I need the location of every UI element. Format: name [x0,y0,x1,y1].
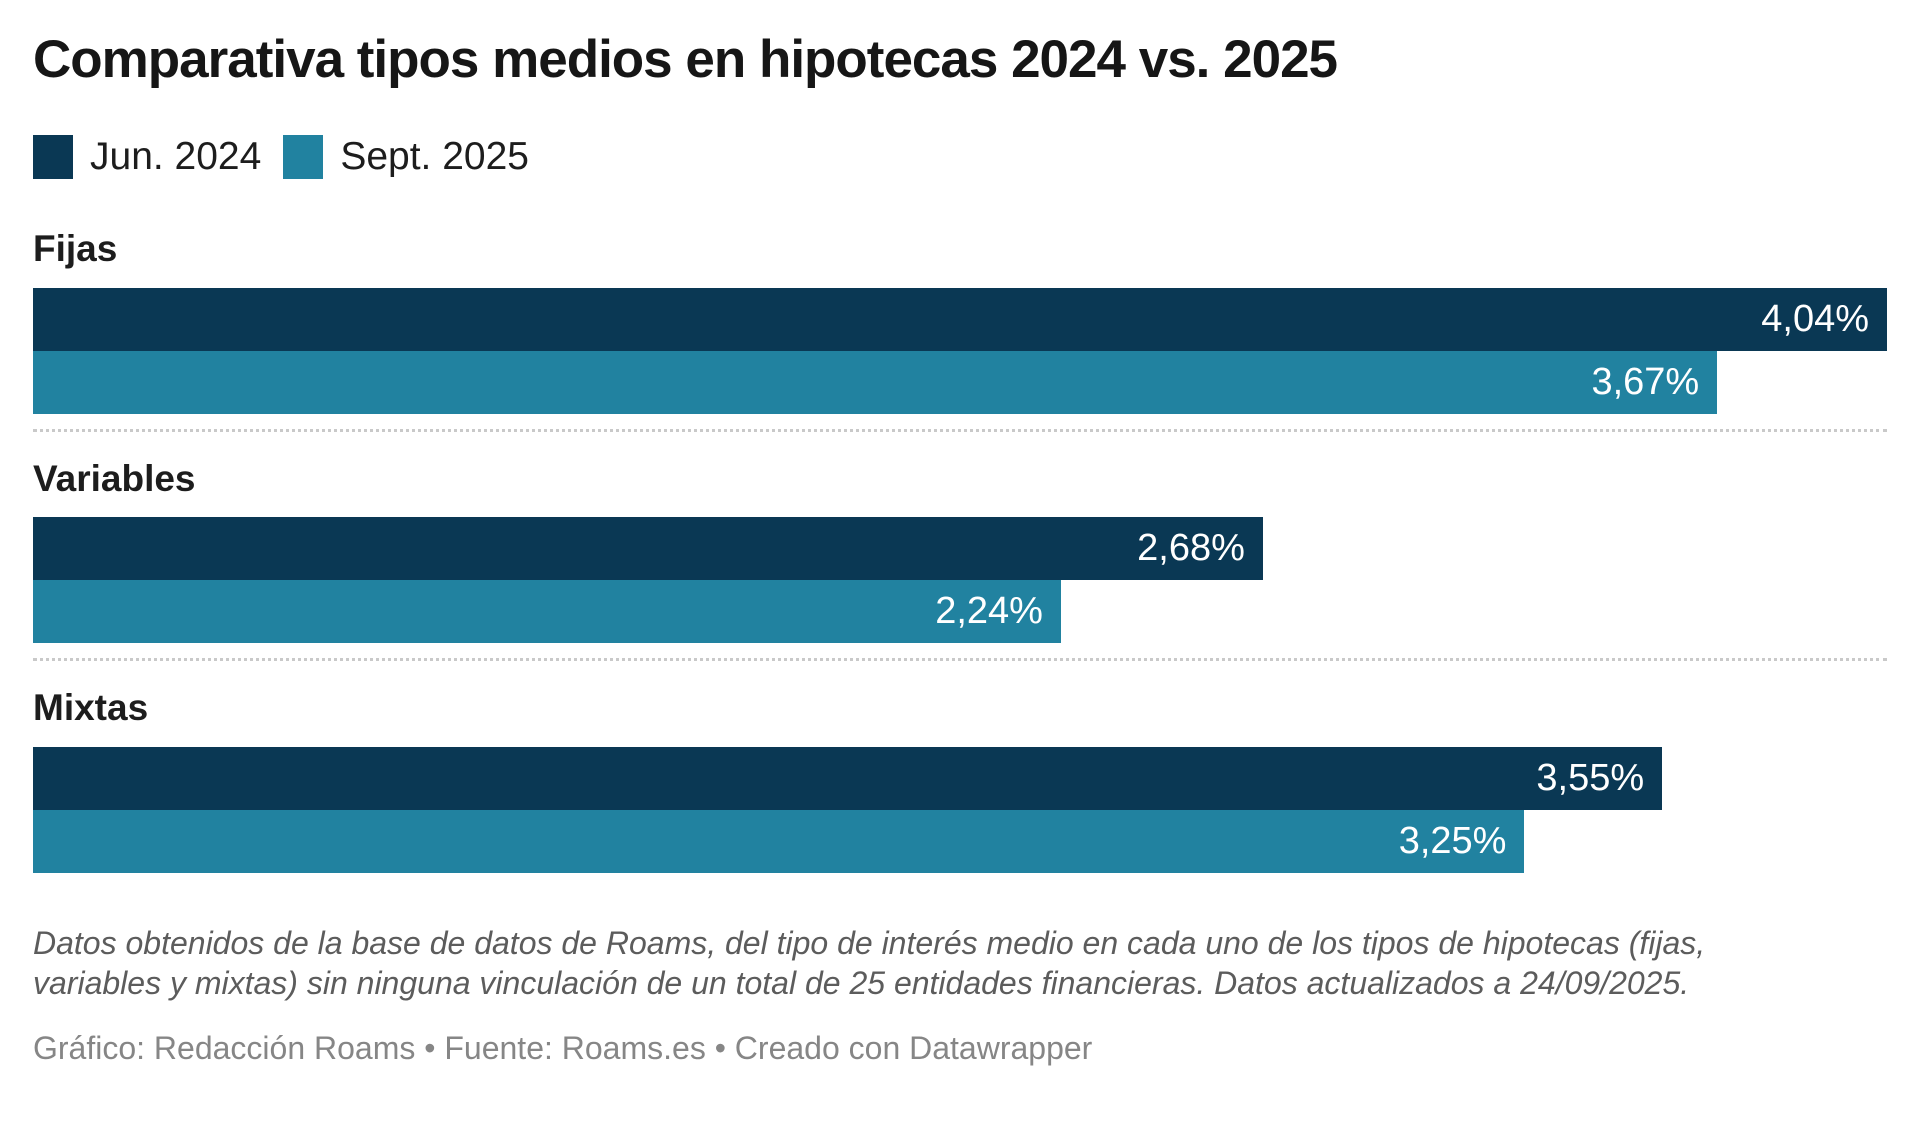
category-label-fijas: Fijas [33,227,118,269]
legend-swatch-sept-2025 [283,134,324,179]
bar-value-label: 3,25% [1398,820,1507,862]
bar-row: 4,04% [33,287,1887,351]
legend-item-sept-2025: Sept. 2025 [283,134,529,179]
bar-value-label: 4,04% [1761,297,1869,340]
legend-label: Sept. 2025 [340,134,529,178]
bar-fijas-sept-2025: 3,67% [33,350,1718,414]
bar-fijas-jun-2024: 4,04% [33,287,1887,351]
dotted-group-separator [33,428,1887,432]
bar-row: 3,67% [33,350,1887,414]
bar-variables-sept-2025: 2,24% [33,580,1061,644]
bar-value-label: 2,68% [1137,527,1245,570]
bar-variables-jun-2024: 2,68% [33,517,1263,581]
bar-row: 2,24% [33,580,1887,644]
bar-row: 3,55% [33,747,1887,810]
chart-notes: Datos obtenidos de la base de datos de R… [33,925,1706,1002]
chart-title: Comparativa tipos medios en hipotecas 20… [33,30,1338,89]
bar-group-fijas: Fijas 4,04% 3,67% [33,227,1887,414]
dotted-group-separator [33,658,1887,662]
chart-byline: Gráfico: Redacción Roams • Fuente: Roams… [33,1029,1093,1066]
chart-legend: Jun. 2024 Sept. 2025 [33,134,1887,179]
category-label-mixtas: Mixtas [33,687,149,729]
category-label-variables: Variables [33,457,196,499]
chart-card: Comparativa tipos medios en hipotecas 20… [33,30,1887,1066]
legend-swatch-jun-2024 [33,134,73,179]
legend-label: Jun. 2024 [90,134,262,178]
bar-group-mixtas: Mixtas 3,55% 3,25% [33,688,1887,873]
bar-value-label: 2,24% [935,590,1043,633]
bar-value-label: 3,55% [1536,757,1645,799]
bar-mixtas-jun-2024: 3,55% [33,747,1663,810]
bar-groups: Fijas 4,04% 3,67% Variables 2,68% 2,24% Mixtas… [33,227,1887,873]
bar-row: 2,68% [33,517,1887,581]
bar-value-label: 3,67% [1591,360,1700,403]
legend-item-jun-2024: Jun. 2024 [33,134,262,179]
bar-row: 3,25% [33,810,1887,873]
bar-mixtas-sept-2025: 3,25% [33,810,1525,873]
bar-group-variables: Variables 2,68% 2,24% [33,457,1887,644]
